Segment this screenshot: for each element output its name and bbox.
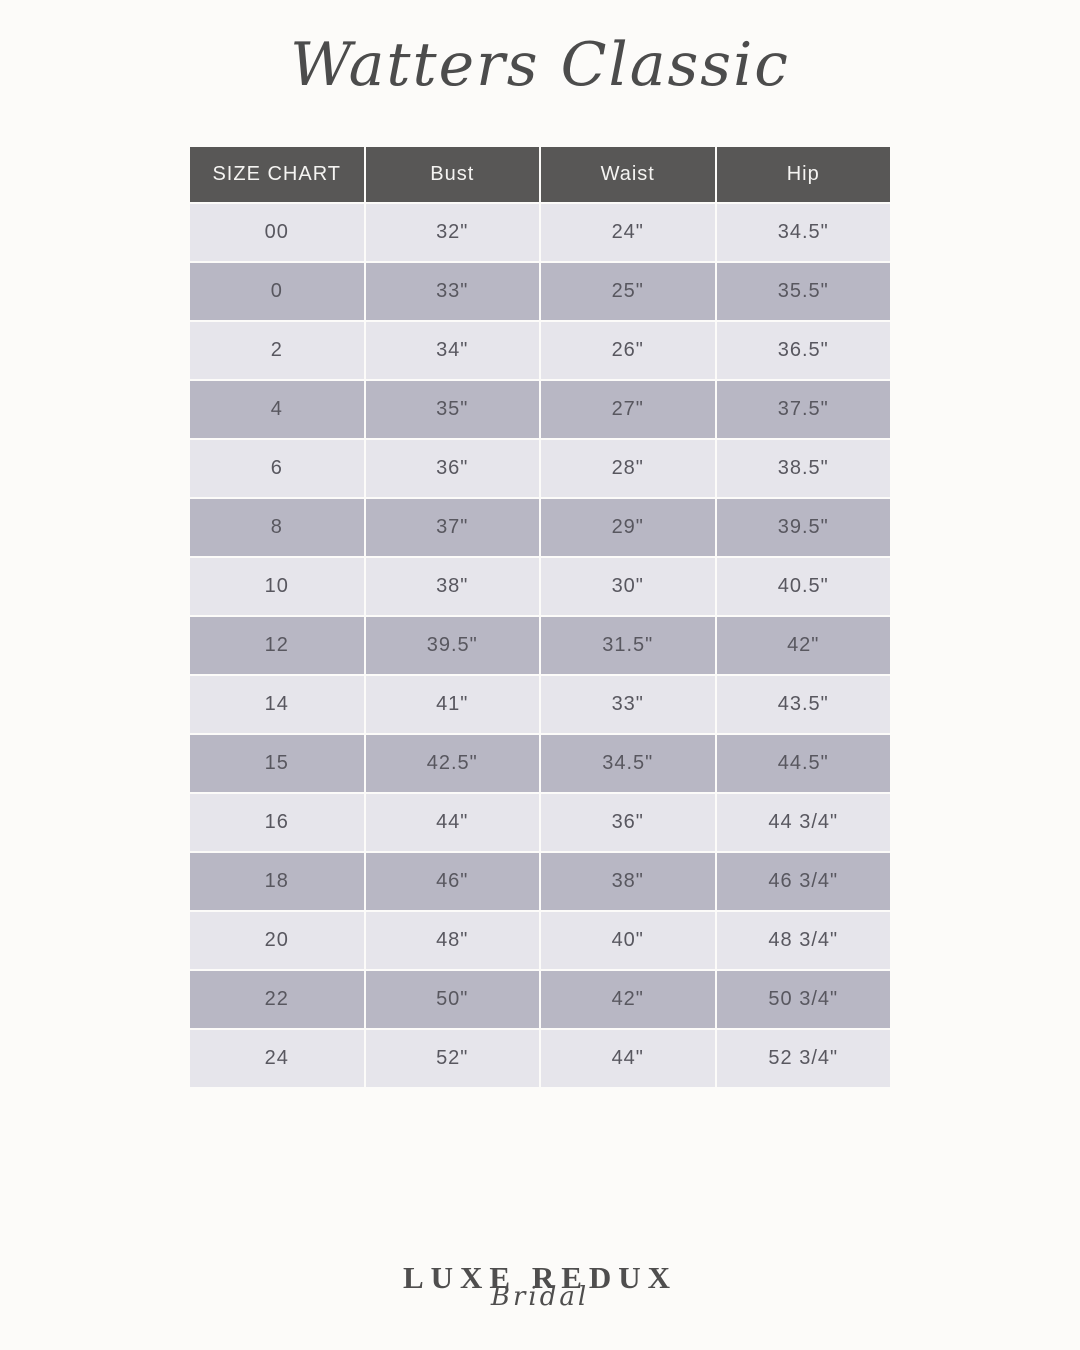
size-cell: 43.5" — [716, 676, 890, 733]
size-cell: 41" — [365, 676, 539, 733]
size-cell: 15 — [190, 735, 364, 792]
page-title: Watters Classic — [290, 30, 790, 100]
size-cell: 6 — [190, 440, 364, 497]
size-cell: 32" — [365, 204, 539, 261]
size-cell: 34.5" — [716, 204, 890, 261]
size-cell: 16 — [190, 794, 364, 851]
size-cell: 52 3/4" — [716, 1030, 890, 1087]
table-row: 00 32" 24" 34.5" — [190, 204, 890, 261]
size-chart-table-head: SIZE CHART Bust Waist Hip — [190, 147, 890, 202]
table-row: 18 46" 38" 46 3/4" — [190, 853, 890, 910]
table-row: 12 39.5" 31.5" 42" — [190, 617, 890, 674]
size-cell: 50" — [365, 971, 539, 1028]
size-cell: 50 3/4" — [716, 971, 890, 1028]
size-cell: 12 — [190, 617, 364, 674]
size-chart-table: SIZE CHART Bust Waist Hip 00 32" 24" 34.5" 0… — [188, 145, 892, 1089]
table-row: 24 52" 44" 52 3/4" — [190, 1030, 890, 1087]
column-header-bust: Bust — [365, 147, 539, 202]
size-cell: 44" — [365, 794, 539, 851]
size-cell: 35.5" — [716, 263, 890, 320]
size-cell: 36.5" — [716, 322, 890, 379]
size-cell: 40.5" — [716, 558, 890, 615]
size-cell: 30" — [541, 558, 715, 615]
size-cell: 2 — [190, 322, 364, 379]
size-cell: 46" — [365, 853, 539, 910]
size-cell: 22 — [190, 971, 364, 1028]
size-cell: 28" — [541, 440, 715, 497]
size-cell: 52" — [365, 1030, 539, 1087]
size-cell: 8 — [190, 499, 364, 556]
brand-name: LUXE REDUX — [402, 1260, 678, 1295]
size-cell: 18 — [190, 853, 364, 910]
size-cell: 34.5" — [541, 735, 715, 792]
size-cell: 14 — [190, 676, 364, 733]
size-cell: 0 — [190, 263, 364, 320]
size-cell: 37" — [365, 499, 539, 556]
size-cell: 39.5" — [365, 617, 539, 674]
size-cell: 27" — [541, 381, 715, 438]
size-cell: 44.5" — [716, 735, 890, 792]
size-cell: 34" — [365, 322, 539, 379]
size-cell: 39.5" — [716, 499, 890, 556]
table-row: 20 48" 40" 48 3/4" — [190, 912, 890, 969]
table-row: 16 44" 36" 44 3/4" — [190, 794, 890, 851]
size-cell: 44 3/4" — [716, 794, 890, 851]
size-cell: 31.5" — [541, 617, 715, 674]
size-cell: 24" — [541, 204, 715, 261]
size-cell: 36" — [541, 794, 715, 851]
size-cell: 35" — [365, 381, 539, 438]
size-cell: 38" — [541, 853, 715, 910]
size-cell: 48 3/4" — [716, 912, 890, 969]
size-cell: 38.5" — [716, 440, 890, 497]
size-cell: 46 3/4" — [716, 853, 890, 910]
size-cell: 20 — [190, 912, 364, 969]
size-cell: 24 — [190, 1030, 364, 1087]
table-row: 2 34" 26" 36.5" — [190, 322, 890, 379]
brand-subtitle: Bridal — [490, 1282, 590, 1312]
size-cell: 33" — [541, 676, 715, 733]
size-cell: 4 — [190, 381, 364, 438]
table-header-row: SIZE CHART Bust Waist Hip — [190, 147, 890, 202]
table-row: 0 33" 25" 35.5" — [190, 263, 890, 320]
size-cell: 37.5" — [716, 381, 890, 438]
footer-logo: LUXE REDUX Bridal — [0, 1262, 1080, 1310]
size-cell: 00 — [190, 204, 364, 261]
size-cell: 38" — [365, 558, 539, 615]
column-header-size: SIZE CHART — [190, 147, 364, 202]
size-cell: 26" — [541, 322, 715, 379]
size-cell: 36" — [365, 440, 539, 497]
size-table-body: 00 32" 24" 34.5" 0 33" 25" 35.5" 2 34" 26" 36.5" 4 35… — [190, 204, 890, 1087]
size-cell: 25" — [541, 263, 715, 320]
size-cell: 48" — [365, 912, 539, 969]
column-header-hip: Hip — [716, 147, 890, 202]
table-row: 6 36" 28" 38.5" — [190, 440, 890, 497]
table-row: 8 37" 29" 39.5" — [190, 499, 890, 556]
table-row: 22 50" 42" 50 3/4" — [190, 971, 890, 1028]
size-cell: 29" — [541, 499, 715, 556]
size-cell: 42.5" — [365, 735, 539, 792]
size-cell: 44" — [541, 1030, 715, 1087]
size-cell: 42" — [541, 971, 715, 1028]
size-cell: 40" — [541, 912, 715, 969]
size-cell: 42" — [716, 617, 890, 674]
table-row: 10 38" 30" 40.5" — [190, 558, 890, 615]
table-row: 4 35" 27" 37.5" — [190, 381, 890, 438]
table-row: 15 42.5" 34.5" 44.5" — [190, 735, 890, 792]
column-header-waist: Waist — [541, 147, 715, 202]
size-cell: 33" — [365, 263, 539, 320]
table-row: 14 41" 33" 43.5" — [190, 676, 890, 733]
size-cell: 10 — [190, 558, 364, 615]
